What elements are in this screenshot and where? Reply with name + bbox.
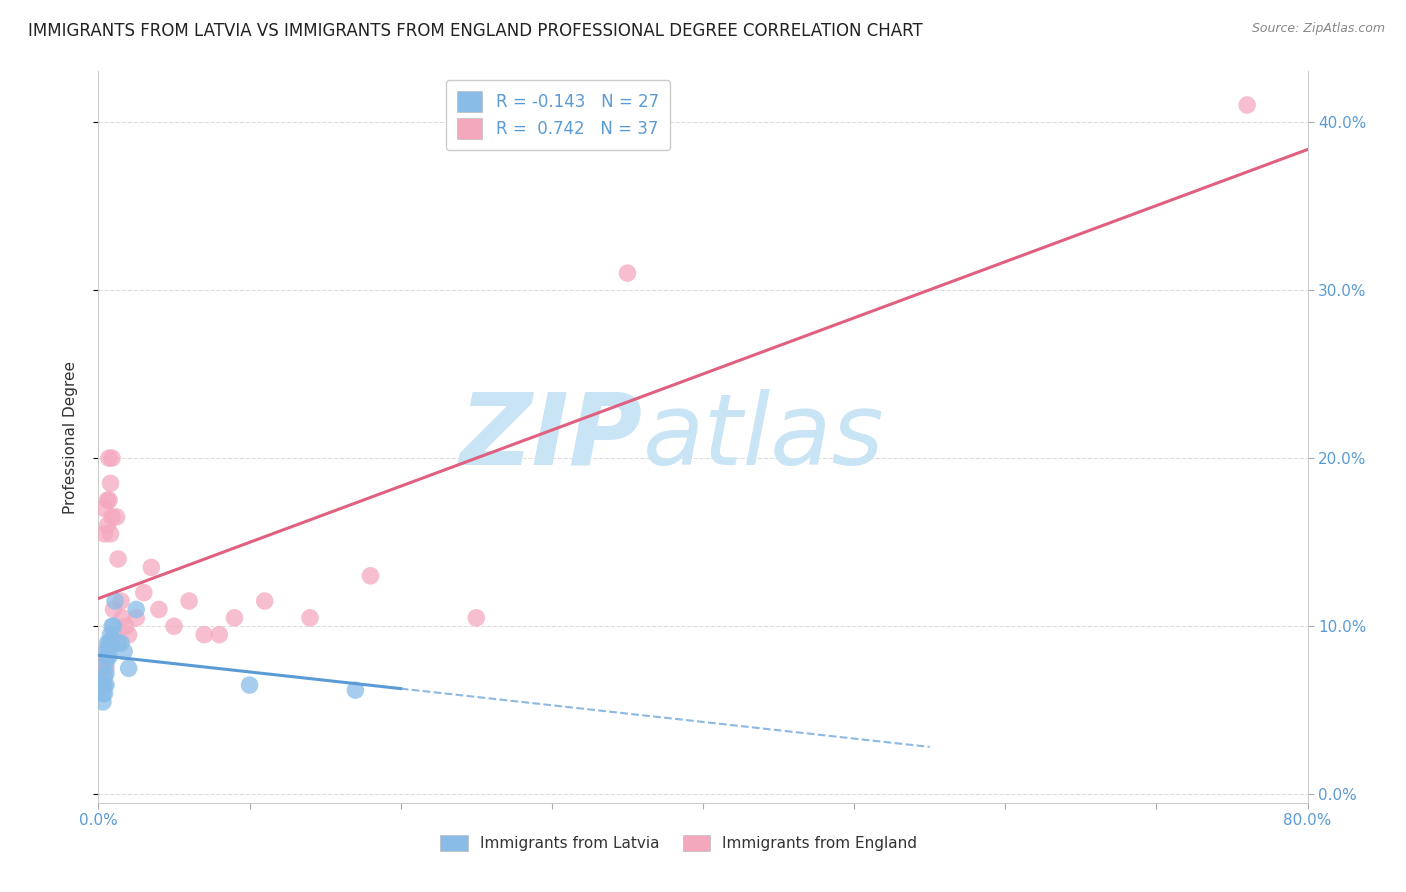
Point [132,585,155,599]
Point [118,661,141,675]
Point [96,493,118,508]
Point [96,636,118,650]
Point [100,476,122,491]
Point [93,678,115,692]
Point [179,594,201,608]
Point [100,526,122,541]
Point [465,611,488,625]
Point [101,510,124,524]
Point [112,644,135,658]
Text: Source: ZipAtlas.com: Source: ZipAtlas.com [1251,22,1385,36]
Point [125,602,148,616]
Point [110,594,132,608]
Point [96,518,118,533]
Point [163,619,186,633]
Point [107,552,129,566]
Point [98,451,121,466]
Point [101,451,124,466]
Point [93,501,115,516]
Point [110,636,132,650]
Point [98,493,121,508]
Point [93,686,115,700]
Text: IMMIGRANTS FROM LATVIA VS IMMIGRANTS FROM ENGLAND PROFESSIONAL DEGREE CORRELATIO: IMMIGRANTS FROM LATVIA VS IMMIGRANTS FRO… [28,22,922,40]
Point [103,619,125,633]
Point [344,683,367,698]
Point [193,627,215,641]
Point [105,510,128,524]
Point [101,632,124,647]
Point [91,686,114,700]
Point [91,653,114,667]
Point [208,627,231,641]
Point [94,666,117,681]
Point [148,602,170,616]
Point [98,649,121,664]
Point [96,649,118,664]
Point [94,657,117,671]
Point [107,636,129,650]
Point [94,678,117,692]
Point [94,644,117,658]
Point [360,569,382,583]
Point [94,661,117,675]
Point [141,560,163,574]
Point [114,619,136,633]
Point [299,611,322,625]
Point [100,627,122,641]
Point [125,611,148,625]
Y-axis label: Professional Degree: Professional Degree [63,360,77,514]
Point [90,661,112,675]
Point [94,644,117,658]
Point [239,678,262,692]
Point [100,640,122,654]
Point [616,266,638,280]
Point [93,670,115,684]
Point [111,611,134,625]
Text: atlas: atlas [643,389,884,485]
Point [103,602,125,616]
Text: ZIP: ZIP [460,389,643,485]
Point [98,636,121,650]
Point [104,594,127,608]
Point [253,594,276,608]
Point [224,611,246,625]
Point [101,619,124,633]
Point [93,526,115,541]
Point [1236,98,1258,112]
Point [103,627,125,641]
Point [91,695,114,709]
Point [91,678,114,692]
Legend: Immigrants from Latvia, Immigrants from England: Immigrants from Latvia, Immigrants from … [434,830,924,857]
Point [118,627,141,641]
